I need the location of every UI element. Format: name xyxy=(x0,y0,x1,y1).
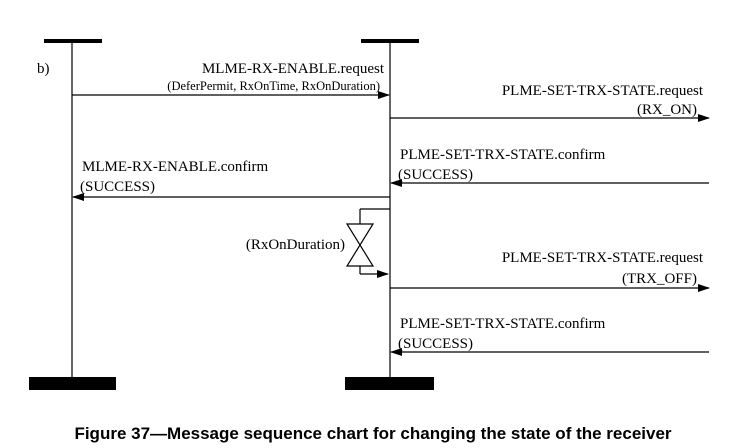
trx-request-on-params: (RX_ON) xyxy=(637,102,697,118)
figure-caption: Figure 37—Message sequence chart for cha… xyxy=(74,424,671,443)
trx-request-off-label: PLME-SET-TRX-STATE.request xyxy=(502,250,704,266)
timer-label: (RxOnDuration) xyxy=(246,237,345,253)
trx-request-off-params: (TRX_OFF) xyxy=(622,271,697,287)
trx-confirm-1-label: PLME-SET-TRX-STATE.confirm xyxy=(400,147,606,163)
rx-enable-confirm-label: MLME-RX-ENABLE.confirm xyxy=(82,159,269,175)
panel-label: b) xyxy=(37,61,50,77)
rx-enable-confirm-params: (SUCCESS) xyxy=(80,179,155,195)
rx-enable-request-params: (DeferPermit, RxOnTime, RxOnDuration) xyxy=(167,79,380,93)
trx-confirm-2-params: (SUCCESS) xyxy=(398,336,473,352)
lifeline-bottom-block-middle xyxy=(345,377,434,390)
trx-request-on-label: PLME-SET-TRX-STATE.request xyxy=(502,83,704,99)
timer-symbol xyxy=(345,208,390,278)
trx-confirm-1-params: (SUCCESS) xyxy=(398,167,473,183)
trx-confirm-2-label: PLME-SET-TRX-STATE.confirm xyxy=(400,316,606,332)
rx-enable-request-label: MLME-RX-ENABLE.request xyxy=(202,61,385,77)
lifeline-bottom-block-left xyxy=(29,377,116,390)
